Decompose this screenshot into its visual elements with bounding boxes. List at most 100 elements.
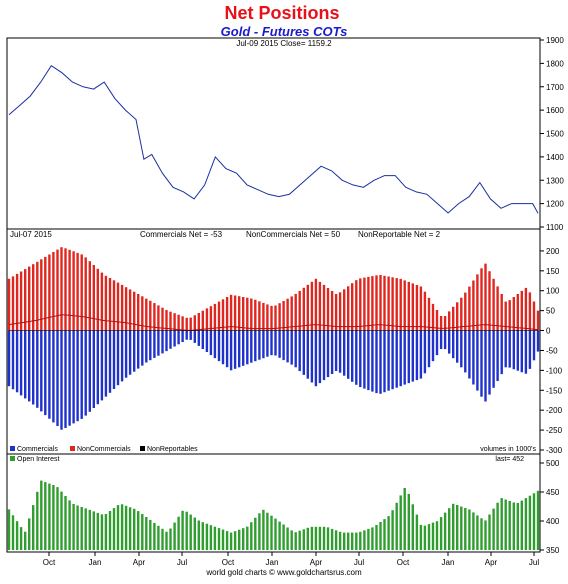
- commercials-bar: [197, 330, 200, 346]
- oi-axis: 350 400 450 500: [540, 459, 560, 555]
- commercials-bar: [64, 330, 67, 428]
- open-interest-bar: [448, 508, 451, 550]
- commercials-bar: [528, 330, 532, 369]
- open-interest-bar: [197, 520, 200, 550]
- commercials-bar: [359, 330, 362, 388]
- x-tick-label: Jul: [529, 558, 539, 567]
- open-interest-bar: [32, 505, 35, 550]
- y-tick-label: 1800: [546, 59, 564, 68]
- commercials-bar: [480, 330, 483, 397]
- noncommercials-bar: [282, 301, 285, 331]
- noncommercials-bar: [11, 276, 15, 331]
- open-interest-bar: [185, 511, 188, 550]
- open-interest-bar: [512, 502, 515, 550]
- commercials-bar: [423, 330, 427, 374]
- y-tick-label: 1600: [546, 106, 564, 115]
- y-tick-label: 200: [546, 247, 560, 256]
- noncommercials-bar: [225, 297, 229, 331]
- open-interest-bar: [177, 516, 180, 550]
- noncommercials-bar: [233, 295, 237, 331]
- commercials-bar: [246, 330, 249, 365]
- y-tick-label: 400: [546, 517, 560, 526]
- commercials-bar: [395, 330, 398, 388]
- commercials-bar: [403, 330, 406, 385]
- commercials-bar: [266, 330, 269, 357]
- open-interest-bar: [76, 505, 79, 550]
- commercials-bar: [343, 330, 346, 376]
- y-tick-label: 500: [546, 459, 560, 468]
- commercials-bar: [326, 330, 330, 378]
- noncommercials-bar: [258, 301, 261, 331]
- commercials-bar: [448, 330, 451, 354]
- commercials-bar: [72, 330, 75, 424]
- noncommercials-bar: [383, 275, 386, 331]
- y-tick-label: -250: [546, 426, 563, 435]
- commercials-bar: [504, 330, 507, 368]
- chart-title: Net Positions: [224, 3, 339, 23]
- noncommercials-bar: [512, 297, 515, 331]
- noncommercials-bar: [351, 283, 354, 331]
- noncommercials-bar: [391, 277, 394, 331]
- open-interest-bar: [157, 525, 160, 550]
- noncommercials-bar: [44, 256, 47, 331]
- noncommercials-bar: [189, 317, 192, 331]
- noncommercials-bar: [193, 315, 196, 331]
- y-tick-label: 1400: [546, 153, 564, 162]
- noncommercials-bar: [116, 282, 120, 331]
- open-interest-bar: [68, 500, 71, 550]
- noncommercials-bar: [185, 317, 188, 331]
- noncommercials-bar: [48, 254, 51, 331]
- commercials-bar: [250, 330, 253, 363]
- commercials-bar: [379, 330, 382, 394]
- commercials-bar: [492, 330, 495, 388]
- noncommercials-bar: [399, 278, 402, 331]
- open-interest-bar: [92, 511, 95, 550]
- commercials-bar: [52, 330, 55, 423]
- y-tick-label: 350: [546, 546, 560, 555]
- open-interest-bar: [221, 529, 225, 550]
- commercials-bar: [56, 330, 59, 426]
- noncommercials-bar: [92, 265, 95, 331]
- open-interest-bar: [488, 514, 491, 550]
- commercials-bar: [524, 330, 528, 374]
- noncommercials-bar: [524, 287, 528, 331]
- open-interest-bar: [439, 517, 443, 550]
- open-interest-bar: [24, 531, 27, 550]
- commercials-bar: [225, 330, 229, 368]
- commercials-bar: [233, 330, 237, 369]
- commercials-bar: [411, 330, 414, 382]
- commercials-bar: [298, 330, 301, 372]
- noncommercials-bar: [508, 300, 511, 331]
- legend-swatch-nonreportables: [140, 446, 145, 451]
- commercials-bar: [532, 330, 536, 361]
- noncommercials-bar: [254, 299, 257, 331]
- commercials-bar: [153, 330, 156, 358]
- cot-legend: Commercials NonCommercials NonReportable…: [10, 446, 536, 453]
- open-interest-bar: [201, 522, 204, 550]
- open-interest-bar: [128, 507, 132, 550]
- noncommercials-bar: [76, 252, 79, 331]
- commercials-bar: [181, 330, 184, 342]
- open-interest-bar: [258, 513, 261, 550]
- open-interest-bar: [137, 511, 140, 550]
- noncommercials-bar: [423, 291, 427, 331]
- noncommercials-bar: [536, 310, 540, 331]
- noncommercials-bar: [161, 307, 164, 331]
- noncommercials-bar: [343, 289, 346, 331]
- noncommercials-bar: [516, 294, 519, 331]
- y-tick-label: 1200: [546, 200, 564, 209]
- noncommercials-bar: [419, 286, 423, 331]
- commercials-bar: [258, 330, 261, 360]
- open-interest-bar: [149, 519, 152, 550]
- noncommercials-bar: [266, 304, 269, 331]
- noncommercials-bar: [100, 272, 104, 331]
- open-interest-bar: [108, 511, 112, 550]
- noncommercials-bar: [496, 286, 499, 331]
- noncommercials-bar: [363, 277, 366, 331]
- open-interest-bar: [209, 525, 213, 550]
- commercials-bar: [512, 330, 515, 370]
- open-interest-bar: [403, 488, 406, 550]
- x-tick-label: Jan: [89, 558, 102, 567]
- noncommercials-bar: [480, 268, 483, 331]
